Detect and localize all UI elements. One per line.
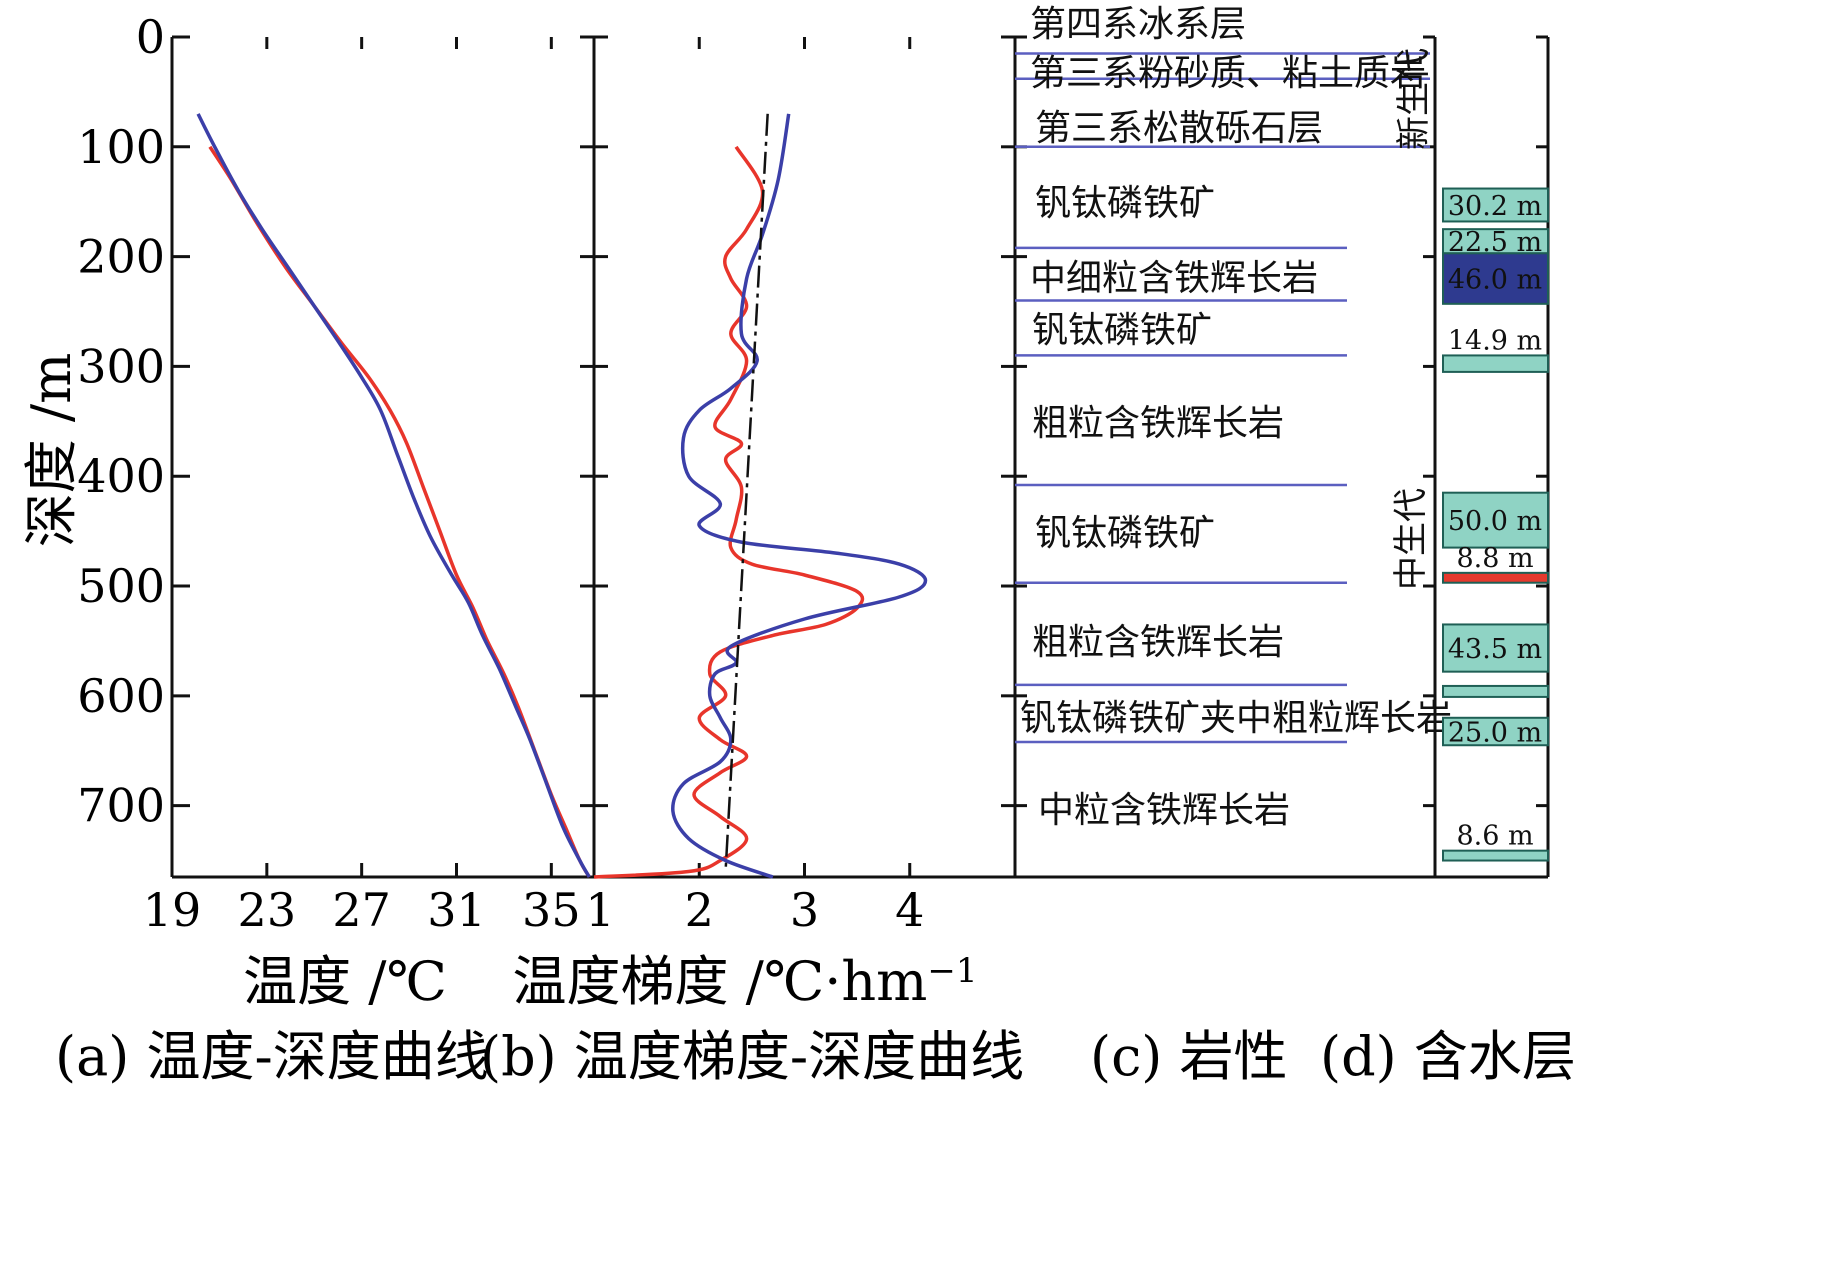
y-tick-label: 500 xyxy=(77,559,165,613)
aquifer-label: 25.0 m xyxy=(1448,718,1542,749)
aquifer-block xyxy=(1442,849,1549,862)
aquifer-label: 43.5 m xyxy=(1448,634,1542,665)
gradient-blue-curve xyxy=(671,113,928,879)
aquifer-block xyxy=(1442,716,1549,747)
chart-frame xyxy=(170,37,1550,879)
aquifer-label: 14.9 m xyxy=(1448,325,1542,356)
aquifer-block xyxy=(1442,623,1549,673)
lithology-label: 粗粒含铁辉长岩 xyxy=(1032,403,1284,444)
aquifer-label: 30.2 m xyxy=(1448,191,1542,222)
lithology-label: 第三系粉砂质、粘土质岩 xyxy=(1030,53,1426,94)
x-tick-label: 1 xyxy=(585,883,614,937)
aquifer-label: 8.6 m xyxy=(1456,821,1533,852)
y-axis-label: 深度 /m xyxy=(20,353,83,548)
lithology-label: 第三系松散砾石层 xyxy=(1035,108,1323,149)
aquifer-block xyxy=(1442,187,1549,223)
aquifer-column: 30.2 m22.5 m46.0 m14.9 m50.0 m8.8 m43.5 … xyxy=(1391,48,1549,862)
lithology-column: 第四系冰系层第三系粉砂质、粘土质岩第三系松散砾石层钒钛磷铁矿中细粒含铁辉长岩钒钛… xyxy=(1015,4,1452,831)
aquifer-block xyxy=(1442,252,1549,305)
temperature-blue-curve xyxy=(196,113,591,878)
lithology-label: 钒钛磷铁矿 xyxy=(1032,310,1212,351)
era-label-mesozoic: 中生代 xyxy=(1391,488,1431,590)
era-label-cenozoic: 新生代 xyxy=(1394,48,1434,150)
curves-layer xyxy=(196,113,928,879)
depth-axis: 0 100 200 300 400 500 600 700 xyxy=(77,10,1548,833)
lithology-label: 中细粒含铁辉长岩 xyxy=(1030,258,1318,299)
x-tick-label: 3 xyxy=(790,883,819,937)
y-tick-label: 600 xyxy=(77,669,165,723)
x-tick-label: 31 xyxy=(427,883,486,937)
aquifer-label: 8.8 m xyxy=(1456,543,1533,574)
temperature-red-curve xyxy=(208,145,591,878)
caption-c: (c) 岩性 xyxy=(1090,1025,1288,1088)
x-tick-label: 19 xyxy=(143,883,202,937)
panel-b-xlabel-sup: −1 xyxy=(927,951,977,991)
lithology-label: 第四系冰系层 xyxy=(1030,4,1246,45)
y-tick-label: 700 xyxy=(77,779,165,833)
gradient-red-curve xyxy=(593,145,865,879)
x-tick-label: 2 xyxy=(685,883,714,937)
y-tick-label: 400 xyxy=(77,449,165,503)
lithology-label: 粗粒含铁辉长岩 xyxy=(1032,622,1284,663)
temperature-axis: 19 23 27 31 35 xyxy=(143,37,581,937)
x-tick-label: 27 xyxy=(332,883,391,937)
aquifer-label: 46.0 m xyxy=(1448,265,1542,296)
aquifer-block xyxy=(1442,491,1549,549)
lithology-label: 钒钛磷铁矿夹中粗粒辉长岩 xyxy=(1020,698,1452,739)
lithology-label: 钒钛磷铁矿 xyxy=(1035,183,1215,224)
aquifer-block xyxy=(1442,571,1549,584)
gradient-black-curve xyxy=(724,113,769,872)
gradient-axis: 1 2 3 4 xyxy=(585,37,924,937)
aquifer-block xyxy=(1442,684,1549,698)
lithology-label: 钒钛磷铁矿 xyxy=(1035,513,1215,554)
aquifer-label: 50.0 m xyxy=(1448,506,1542,537)
y-tick-label: 0 xyxy=(136,10,165,64)
x-tick-label: 23 xyxy=(238,883,297,937)
caption-a: (a) 温度-深度曲线 xyxy=(55,1025,489,1088)
y-tick-label: 200 xyxy=(77,230,165,284)
panel-b-xlabel: 温度梯度 /℃·hm−1 xyxy=(512,950,977,1013)
caption-b: (b) 温度梯度-深度曲线 xyxy=(480,1025,1024,1088)
panel-a-xlabel: 温度 /℃ xyxy=(243,950,447,1013)
aquifer-block xyxy=(1442,354,1549,373)
x-tick-label: 35 xyxy=(522,883,581,937)
caption-d: (d) 含水层 xyxy=(1320,1025,1576,1088)
y-tick-label: 300 xyxy=(77,339,165,393)
x-tick-label: 4 xyxy=(895,883,924,937)
lithology-label: 中粒含铁辉长岩 xyxy=(1038,790,1290,831)
y-tick-label: 100 xyxy=(77,120,165,174)
panel-b-xlabel-main: 温度梯度 /℃·hm xyxy=(512,950,927,1013)
